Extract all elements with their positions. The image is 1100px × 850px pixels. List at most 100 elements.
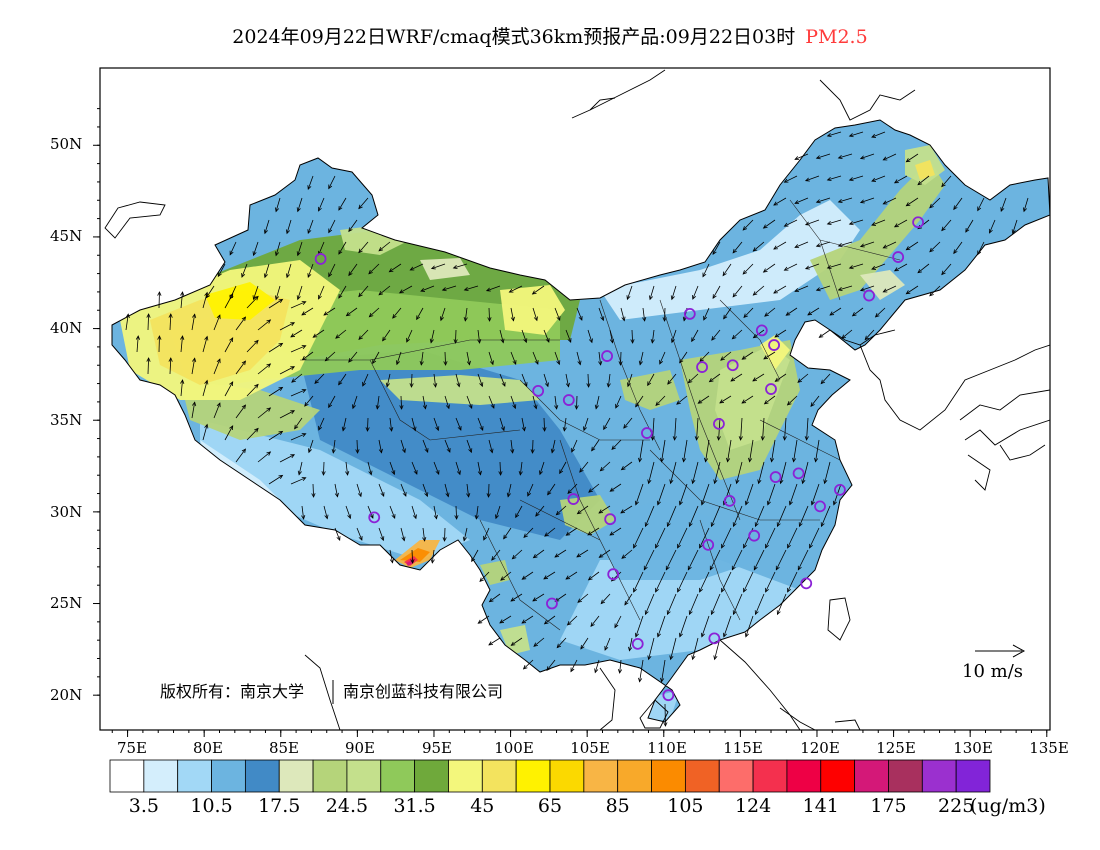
colorbar-swatch bbox=[752, 759, 788, 793]
wind-vector bbox=[217, 263, 226, 277]
wind-vector-head bbox=[479, 382, 484, 388]
wind-vector bbox=[510, 395, 516, 409]
wind-vector-head bbox=[941, 270, 946, 276]
wind-vector bbox=[883, 285, 897, 293]
wind-vector-head bbox=[204, 335, 209, 341]
wind-vector-head bbox=[810, 402, 815, 407]
wind-vector-head bbox=[542, 427, 547, 432]
wind-vector-head bbox=[312, 333, 318, 338]
wind-vector-head bbox=[809, 543, 813, 549]
wind-vector bbox=[286, 219, 292, 234]
wind-vector bbox=[499, 461, 502, 476]
wind-vector bbox=[565, 329, 572, 343]
wind-vector-head bbox=[794, 244, 800, 248]
colorbar bbox=[109, 759, 991, 793]
lon-tick-label: 120E bbox=[800, 739, 840, 757]
wind-vector-head bbox=[389, 558, 394, 564]
wind-vector-head bbox=[773, 289, 778, 294]
wind-vector bbox=[334, 483, 338, 497]
wind-vector-head bbox=[837, 242, 843, 248]
city-marker bbox=[792, 467, 805, 480]
wind-vector bbox=[883, 153, 897, 161]
wind-vector bbox=[338, 285, 347, 299]
wind-vector bbox=[400, 527, 405, 541]
wind-vector-head bbox=[773, 245, 778, 250]
copyright-org2: 南京创蓝科技有限公司 bbox=[343, 682, 503, 701]
wind-vector bbox=[318, 197, 325, 212]
wind-vector bbox=[521, 417, 525, 431]
wind-vector bbox=[643, 549, 655, 570]
wind-vector-head bbox=[666, 522, 671, 528]
wind-vector-head bbox=[762, 224, 768, 229]
wind-vector-head bbox=[783, 222, 789, 227]
colorbar-swatch bbox=[109, 759, 145, 793]
colorbar-label: 85 bbox=[606, 795, 630, 817]
wind-vector-head bbox=[815, 199, 821, 204]
wind-vector bbox=[977, 197, 985, 211]
city-marker bbox=[368, 511, 381, 524]
wind-vector-head bbox=[732, 248, 737, 254]
wind-vector bbox=[338, 241, 347, 255]
wind-vector-head bbox=[742, 226, 748, 231]
wind-vector-head bbox=[655, 587, 659, 593]
wind-vector bbox=[688, 373, 699, 384]
wind-vector-head bbox=[547, 490, 552, 496]
wind-vector-head bbox=[723, 314, 728, 320]
colorbar-label: 31.5 bbox=[393, 795, 435, 817]
wind-vector bbox=[929, 197, 941, 208]
wind-vector bbox=[742, 219, 754, 231]
wind-vector bbox=[811, 483, 820, 505]
wind-vector-head bbox=[691, 655, 696, 661]
wind-vector bbox=[671, 329, 677, 343]
wind-vector bbox=[806, 417, 809, 440]
wind-vector bbox=[719, 395, 732, 404]
wind-vector bbox=[521, 329, 527, 343]
wind-vector bbox=[369, 307, 380, 318]
wind-vector bbox=[765, 527, 776, 549]
wind-vector-head bbox=[263, 229, 268, 235]
wind-vector-head bbox=[533, 642, 538, 647]
wind-vector bbox=[323, 307, 336, 316]
wind-vector-head bbox=[341, 426, 346, 432]
wind-vector bbox=[543, 329, 550, 343]
wind-vector bbox=[314, 373, 325, 384]
wind-vector bbox=[576, 549, 589, 558]
wind-vector-head bbox=[378, 246, 384, 252]
wind-vector bbox=[301, 307, 314, 316]
wind-vector-head bbox=[848, 133, 854, 138]
wind-vector bbox=[433, 417, 439, 431]
wind-vector bbox=[464, 285, 479, 291]
colorbar-swatch bbox=[617, 759, 652, 793]
lat-tick-label: 35N bbox=[50, 411, 82, 429]
wind-vector-head bbox=[774, 377, 780, 382]
wind-vector bbox=[367, 461, 372, 475]
wind-vector-head bbox=[489, 360, 494, 366]
wind-vector bbox=[554, 351, 560, 365]
wind-vector-head bbox=[667, 380, 672, 385]
wind-vector-head bbox=[837, 286, 843, 292]
wind-vector-head bbox=[565, 575, 571, 580]
wind-vector-head bbox=[823, 479, 828, 485]
wind-vector bbox=[753, 549, 765, 570]
wind-vector bbox=[816, 285, 831, 291]
city-marker bbox=[814, 500, 826, 513]
wind-vector-head bbox=[582, 426, 587, 432]
wind-vector bbox=[235, 404, 246, 419]
colorbar-swatch bbox=[549, 759, 585, 793]
wind-vector bbox=[279, 410, 295, 419]
title-main: 2024年09月22日WRF/cmaq模式36km预报产品:09月22日03时 bbox=[232, 26, 796, 48]
wind-vector-head bbox=[395, 360, 400, 366]
colorbar-label: 124 bbox=[735, 795, 771, 817]
wind-vector-head bbox=[893, 267, 899, 272]
wind-vector bbox=[515, 505, 523, 518]
wind-vector bbox=[871, 263, 886, 270]
wind-vector bbox=[535, 505, 545, 517]
wind-vector-head bbox=[604, 646, 609, 651]
wind-vector-head bbox=[430, 558, 435, 564]
wind-vector bbox=[304, 395, 314, 407]
wind-vector bbox=[989, 219, 996, 234]
colorbar-swatch bbox=[346, 759, 382, 793]
wind-vector-head bbox=[687, 378, 693, 384]
city-marker bbox=[702, 538, 715, 551]
